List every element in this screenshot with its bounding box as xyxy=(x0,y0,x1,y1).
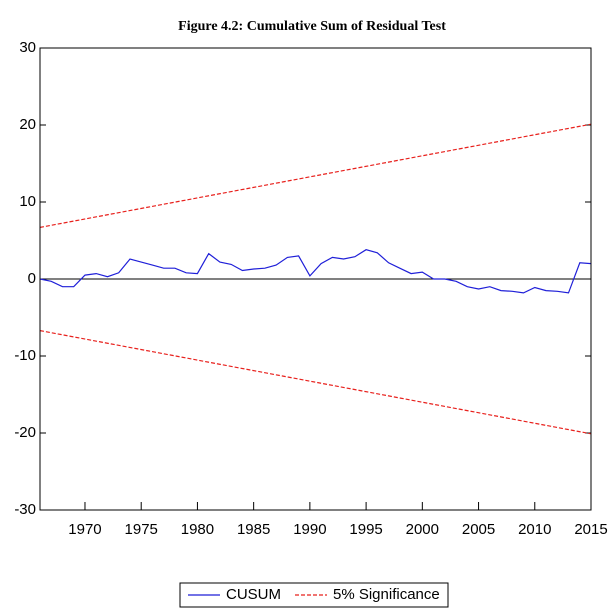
x-tick-label: 1970 xyxy=(68,521,101,538)
legend-box xyxy=(179,582,449,608)
x-tick-label: 1985 xyxy=(237,521,270,538)
x-tick-label: 2010 xyxy=(518,521,551,538)
y-tick-label: -20 xyxy=(14,424,36,441)
upper-bound xyxy=(39,123,592,228)
plot-frame xyxy=(39,47,592,511)
x-tick-label: 2015 xyxy=(574,521,607,538)
y-tick-label: 0 xyxy=(28,270,36,287)
legend: CUSUM 5% Significance xyxy=(179,582,449,608)
y-tick-label: 10 xyxy=(19,193,36,210)
x-tick-label: 1980 xyxy=(181,521,214,538)
x-tick-label: 1975 xyxy=(125,521,158,538)
lower-bound xyxy=(39,330,592,435)
y-tick-label: -10 xyxy=(14,347,36,364)
cusum-line xyxy=(39,249,592,294)
x-tick-label: 1990 xyxy=(293,521,326,538)
legend-label: CUSUM xyxy=(226,586,281,603)
chart-title: Figure 4.2: Cumulative Sum of Residual T… xyxy=(178,19,446,34)
x-tick-label: 2000 xyxy=(406,521,439,538)
y-tick-label: 20 xyxy=(19,116,36,133)
x-tick-label: 2005 xyxy=(462,521,495,538)
x-tick-label: 1995 xyxy=(349,521,382,538)
legend-label: 5% Significance xyxy=(333,586,440,603)
y-tick-label: 30 xyxy=(19,39,36,56)
y-tick-label: -30 xyxy=(14,501,36,518)
